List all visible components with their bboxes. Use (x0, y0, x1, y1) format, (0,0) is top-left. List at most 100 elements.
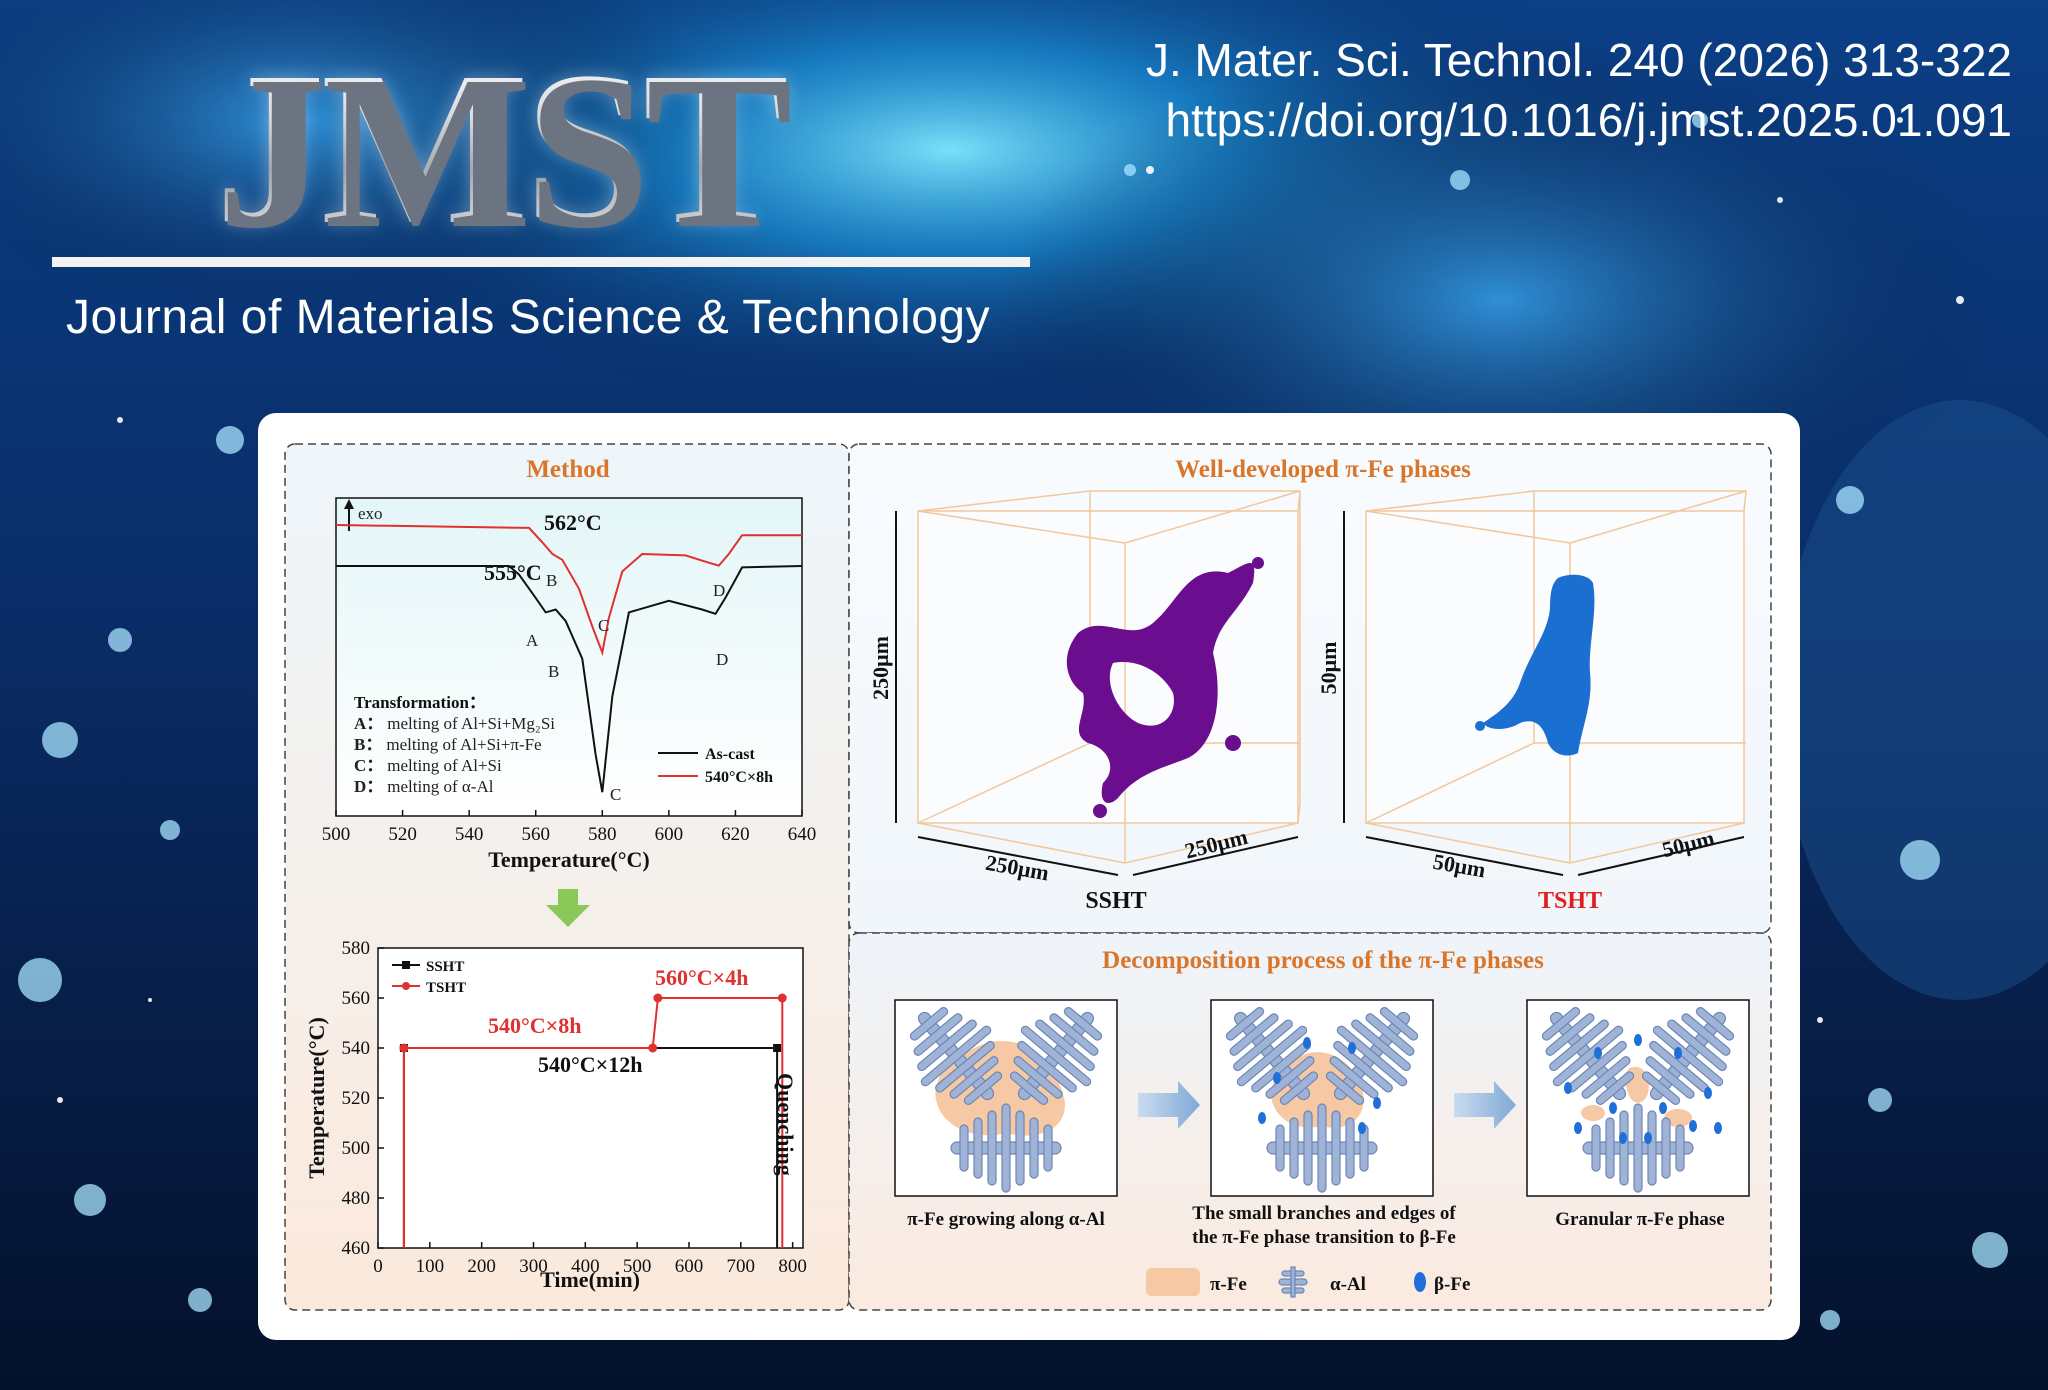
dsc-x-tick-label: 560 (521, 824, 550, 845)
dsc-chart: exo 562°C 555°C A B B C C D D Transforma… (322, 497, 817, 872)
tsht-marker (648, 1043, 658, 1053)
heat-y-tick-label: 460 (342, 1238, 371, 1259)
alpha-al-dendrite (1266, 1103, 1378, 1193)
svg-text:C：melting of Al+Si: C： melting of Al+Si (354, 756, 502, 775)
ssht-dimension-arrows (895, 511, 1299, 876)
svg-text:A：melting of Al+Si+Mg₂Si: A： melting of Al+Si+Mg₂Si (354, 714, 555, 733)
quenching-label: Quenching (773, 1073, 798, 1176)
svg-text:D：melting of α-Al: D： melting of α-Al (354, 777, 494, 796)
svg-text:TSHT: TSHT (426, 980, 466, 996)
dsc-legend: As-cast 540°C×8h (658, 746, 773, 786)
exo-label: exo (358, 504, 383, 523)
ssht-marker (773, 1044, 782, 1052)
tsht-marker (653, 993, 663, 1003)
down-arrow-icon (546, 889, 590, 927)
decomposition-title: Decomposition process of the π-Fe phases (1102, 947, 1544, 974)
step-arrow-icon (1138, 1081, 1200, 1129)
alpha-al-dendrite (950, 1103, 1062, 1193)
alpha-al-icon (1278, 1266, 1308, 1298)
step2-caption-line2: the π-Fe phase transition to β-Fe (1192, 1227, 1456, 1248)
ssht-dim-height: 250μm (868, 636, 893, 700)
beta-fe-particle (1303, 1037, 1311, 1049)
alpha-al-dendrite (1009, 1007, 1103, 1105)
alpha-al-dendrite (1225, 1007, 1319, 1105)
step2-caption-line1: The small branches and edges of (1192, 1203, 1456, 1224)
dsc-x-tick-label: 600 (655, 824, 684, 845)
beta-fe-particle (1674, 1047, 1682, 1059)
journal-name: Journal of Materials Science & Technolog… (66, 291, 991, 344)
heat-x-tick-label: 0 (373, 1256, 383, 1277)
heat-y-label: Temperature(°C) (304, 1017, 329, 1179)
citation-volume: J. Mater. Sci. Technol. 240 (2026) 313-3… (1145, 34, 2012, 86)
dsc-x-tick-label: 580 (588, 824, 617, 845)
heat-x-tick-label: 500 (623, 1256, 652, 1277)
logo-divider (52, 257, 1030, 267)
heat-y-tick-label: 560 (342, 988, 371, 1009)
alpha-al-dendrite (909, 1007, 1003, 1105)
alpha-al-dendrite (1582, 1103, 1694, 1193)
heat-line-tsht (402, 997, 784, 1248)
beta-fe-particle (1574, 1122, 1582, 1134)
transform-title: Transformation： (354, 693, 486, 712)
decomposition-step-3 (1526, 999, 1750, 1197)
citation: J. Mater. Sci. Technol. 240 (2026) 313-3… (1146, 30, 2012, 150)
dsc-x-tick-label: 640 (788, 824, 817, 845)
heat-y-tick-label: 520 (342, 1088, 371, 1109)
heat-x-tick-label: 400 (571, 1256, 600, 1277)
heat-x-tick-label: 300 (519, 1256, 548, 1277)
dsc-x-label: Temperature(°C) (488, 847, 650, 872)
step-arrow-icon (1454, 1081, 1516, 1129)
dsc-line-540-8h (335, 524, 802, 657)
heat-x-tick-label: 700 (727, 1256, 756, 1277)
phases-title: Well-developed π-Fe phases (1175, 456, 1471, 483)
note-540-8h: 540°C×8h (488, 1013, 581, 1038)
point-b-ascast: B (548, 662, 559, 681)
dsc-x-tick-label: 500 (322, 824, 351, 845)
svg-text:α-Al: α-Al (1330, 1274, 1366, 1295)
heat-x-ticks: 0 100 200 300 400 500 600 700 800 (373, 1242, 807, 1277)
beta-fe-particle (1619, 1132, 1627, 1144)
note-540-12h: 540°C×12h (538, 1052, 642, 1077)
beta-fe-particle (1644, 1132, 1652, 1144)
decomposition-step-2 (1210, 999, 1434, 1197)
beta-fe-particle (1373, 1097, 1381, 1109)
heat-y-ticks: 460 480 500 520 540 560 580 (342, 938, 384, 1259)
heat-markers (399, 993, 787, 1053)
tsht-dim-height: 50μm (1316, 642, 1341, 695)
decomposition-step-1 (894, 999, 1118, 1197)
beta-fe-particle (1564, 1082, 1572, 1094)
step1-caption: π-Fe growing along α-Al (907, 1209, 1104, 1230)
point-c-ascast: C (610, 785, 621, 804)
svg-text:β-Fe: β-Fe (1434, 1274, 1470, 1295)
beta-fe-particle (1273, 1072, 1281, 1084)
point-c-treated: C (598, 616, 609, 635)
beta-fe-particle (1258, 1112, 1266, 1124)
beta-fe-particle (1358, 1122, 1366, 1134)
point-a: A (526, 631, 539, 650)
svg-text:540°C×8h: 540°C×8h (705, 769, 773, 786)
heat-x-tick-label: 800 (778, 1256, 807, 1277)
citation-doi[interactable]: https://doi.org/10.1016/j.jmst.2025.01.0… (1165, 94, 2012, 146)
heat-y-tick-label: 480 (342, 1188, 371, 1209)
beta-fe-particle (1659, 1102, 1667, 1114)
dsc-x-tick-label: 540 (455, 824, 484, 845)
beta-fe-particle (1634, 1034, 1642, 1046)
tsht-marker (777, 993, 787, 1003)
svg-text:As-cast: As-cast (705, 746, 755, 763)
tsht-dimension-arrows (1343, 511, 1745, 876)
peak-555-label: 555°C (484, 560, 542, 585)
ssht-pi-fe-particle (1066, 557, 1264, 818)
dsc-x-ticks: 500 520 540 560 580 600 620 640 (322, 810, 817, 845)
pi-fe-granule (1581, 1105, 1605, 1121)
tsht-pi-fe-particle (1475, 574, 1595, 756)
svg-text:π-Fe: π-Fe (1210, 1274, 1247, 1295)
beta-fe-icon (1414, 1272, 1426, 1292)
alpha-al-dendrite (1325, 1007, 1419, 1105)
pi-fe-granule (1664, 1109, 1692, 1127)
ssht-label: SSHT (1085, 888, 1146, 914)
beta-fe-particle (1348, 1042, 1356, 1054)
tsht-label: TSHT (1538, 888, 1602, 914)
decomposition-steps (894, 999, 1750, 1197)
alpha-al-dendrite (1641, 1007, 1735, 1105)
point-d-ascast: D (716, 650, 728, 669)
